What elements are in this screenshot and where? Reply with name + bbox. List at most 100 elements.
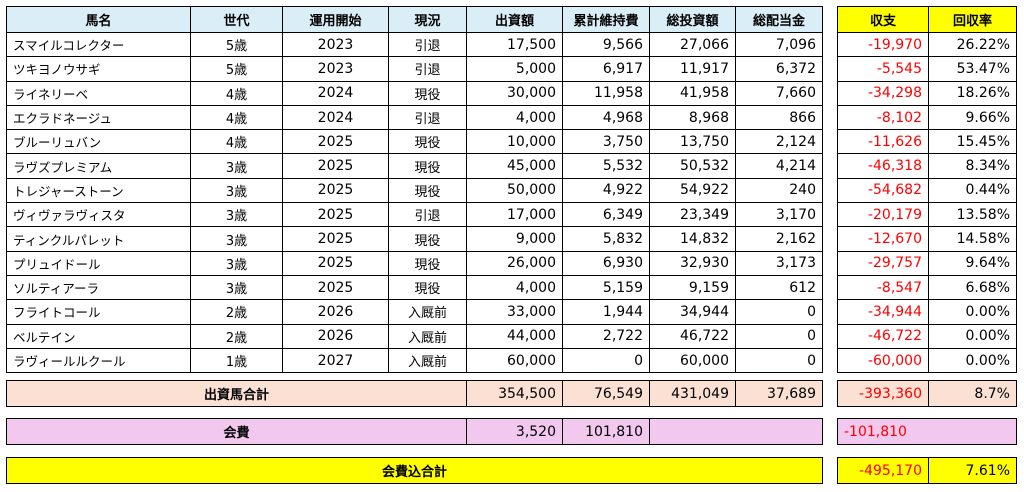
col-header-invest: 出資額 [466, 6, 563, 33]
cell-start: 2023 [282, 31, 389, 58]
cell-total: 27,066 [649, 31, 736, 58]
cell-invest: 44,000 [466, 323, 563, 349]
cell-total: 9,159 [649, 274, 736, 301]
cell-upkeep: 2,722 [562, 323, 650, 349]
cell-recovery: 9.64% [928, 250, 1017, 276]
balance-row: -46,318 8.34% [837, 153, 1017, 179]
balance-row: -8,102 9.66% [837, 104, 1017, 131]
fee-upkeep: 101,810 [562, 418, 650, 445]
table-row: ソルティアーラ 3歳 2025 現役 4,000 5,159 9,159 612 [6, 274, 823, 301]
fee-empty-cell [649, 418, 823, 445]
col-header-upkeep: 累計維持費 [562, 6, 650, 33]
cell-gen: 4歳 [190, 104, 283, 131]
cell-invest: 17,500 [466, 31, 563, 58]
cell-upkeep: 5,159 [562, 274, 650, 301]
cell-status: 現役 [388, 250, 467, 276]
cell-upkeep: 0 [562, 347, 650, 374]
table-row: ラヴズプレミアム 3歳 2025 現役 45,000 5,532 50,532 4,214 [6, 153, 823, 179]
cell-status: 現役 [388, 80, 467, 106]
balance-row: -34,298 18.26% [837, 80, 1017, 106]
cell-recovery: 0.44% [928, 177, 1017, 204]
fee-balance-row: -101,810 [837, 418, 1017, 445]
header-row: 馬名 世代 運用開始 現況 出資額 累計維持費 総投資額 総配当金 [6, 6, 823, 33]
cell-dividend: 0 [735, 299, 823, 325]
subtotal-balance: -393,360 [837, 380, 929, 407]
cell-total: 54,922 [649, 177, 736, 204]
cell-balance: -46,722 [837, 323, 929, 349]
cell-dividend: 866 [735, 104, 823, 131]
cell-total: 32,930 [649, 250, 736, 276]
grand-total-recovery: 7.61% [928, 457, 1017, 484]
cell-balance: -5,545 [837, 56, 929, 82]
subtotal-invest: 354,500 [466, 380, 563, 407]
balance-row: -5,545 53.47% [837, 56, 1017, 82]
cell-invest: 4,000 [466, 274, 563, 301]
cell-name: ヴィヴァラヴィスタ [6, 202, 191, 228]
cell-invest: 50,000 [466, 177, 563, 204]
cell-balance: -34,298 [837, 80, 929, 106]
cell-balance: -11,626 [837, 129, 929, 155]
col-header-balance: 収支 [837, 6, 929, 33]
balance-row: -54,682 0.44% [837, 177, 1017, 204]
cell-balance: -46,318 [837, 153, 929, 179]
cell-invest: 9,000 [466, 226, 563, 252]
cell-name: ライネリーベ [6, 80, 191, 106]
cell-invest: 4,000 [466, 104, 563, 131]
cell-status: 入厩前 [388, 347, 467, 374]
balance-header-row: 収支 回収率 [837, 6, 1017, 33]
cell-balance: -54,682 [837, 177, 929, 204]
table-row: プリュイドール 3歳 2025 現役 26,000 6,930 32,930 3,173 [6, 250, 823, 276]
cell-gen: 3歳 [190, 274, 283, 301]
cell-total: 23,349 [649, 202, 736, 228]
cell-invest: 60,000 [466, 347, 563, 374]
fee-invest: 3,520 [466, 418, 563, 445]
cell-status: 引退 [388, 31, 467, 58]
cell-total: 11,917 [649, 56, 736, 82]
table-row: ブルーリュバン 4歳 2025 現役 10,000 3,750 13,750 2,124 [6, 129, 823, 155]
col-header-status: 現況 [388, 6, 467, 33]
cell-recovery: 53.47% [928, 56, 1017, 82]
cell-name: エクラドネージュ [6, 104, 191, 131]
table-row: スマイルコレクター 5歳 2023 引退 17,500 9,566 27,066 7,096 [6, 31, 823, 58]
cell-dividend: 7,660 [735, 80, 823, 106]
cell-upkeep: 4,922 [562, 177, 650, 204]
cell-name: ベルテイン [6, 323, 191, 349]
cell-upkeep: 1,944 [562, 299, 650, 325]
col-header-dividend: 総配当金 [735, 6, 823, 33]
cell-upkeep: 5,532 [562, 153, 650, 179]
cell-start: 2025 [282, 202, 389, 228]
subtotal-total: 431,049 [649, 380, 736, 407]
grand-total-balance-row: -495,170 7.61% [837, 457, 1017, 484]
cell-dividend: 4,214 [735, 153, 823, 179]
balance-table: 収支 回収率 -19,970 26.22% -5,545 53.47% -34,298 1… [837, 6, 1017, 374]
col-header-name: 馬名 [6, 6, 191, 33]
table-row: ヴィヴァラヴィスタ 3歳 2025 引退 17,000 6,349 23,349 3,170 [6, 202, 823, 228]
cell-invest: 5,000 [466, 56, 563, 82]
cell-invest: 33,000 [466, 299, 563, 325]
subtotal-recovery: 8.7% [928, 380, 1017, 407]
fee-balance: -101,810 [837, 418, 1017, 445]
table-row: ツキヨノウサギ 5歳 2023 引退 5,000 6,917 11,917 6,372 [6, 56, 823, 82]
cell-total: 41,958 [649, 80, 736, 106]
cell-dividend: 6,372 [735, 56, 823, 82]
cell-balance: -8,547 [837, 274, 929, 301]
grand-total-balance: -495,170 [837, 457, 929, 484]
col-header-total: 総投資額 [649, 6, 736, 33]
cell-name: トレジャーストーン [6, 177, 191, 204]
balance-row: -46,722 0.00% [837, 323, 1017, 349]
cell-recovery: 14.58% [928, 226, 1017, 252]
cell-total: 50,532 [649, 153, 736, 179]
cell-status: 引退 [388, 56, 467, 82]
balance-row: -8,547 6.68% [837, 274, 1017, 301]
subtotal-upkeep: 76,549 [562, 380, 650, 407]
cell-name: ソルティアーラ [6, 274, 191, 301]
cell-dividend: 0 [735, 323, 823, 349]
cell-balance: -20,179 [837, 202, 929, 228]
cell-recovery: 6.68% [928, 274, 1017, 301]
cell-dividend: 0 [735, 347, 823, 374]
cell-total: 13,750 [649, 129, 736, 155]
cell-status: 現役 [388, 129, 467, 155]
balance-row: -19,970 26.22% [837, 31, 1017, 58]
cell-balance: -12,670 [837, 226, 929, 252]
cell-gen: 3歳 [190, 177, 283, 204]
